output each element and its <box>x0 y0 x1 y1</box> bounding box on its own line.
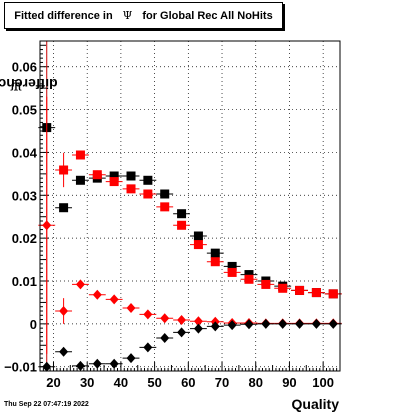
data-point-diamond <box>311 318 321 329</box>
y-tick-label: 0.02 <box>12 231 37 246</box>
x-tick-label: 100 <box>312 375 334 390</box>
data-point-square <box>160 189 170 199</box>
data-point-square <box>59 203 69 213</box>
y-tick-label: 0.03 <box>12 188 37 203</box>
chart-title-symbol: Ψ <box>122 9 133 22</box>
x-axis-title: Quality <box>291 396 339 412</box>
data-point-diamond <box>244 319 254 330</box>
chart-title-prefix: Fitted difference in <box>14 9 113 22</box>
data-point-square <box>210 257 220 267</box>
data-point-square <box>328 289 338 299</box>
data-point-diamond <box>59 306 69 316</box>
data-point-square <box>311 288 321 298</box>
data-point-diamond <box>126 303 136 313</box>
y-tick-label: 0.06 <box>12 60 37 75</box>
data-point-square <box>278 283 288 293</box>
data-point-diamond <box>160 333 170 343</box>
data-point-diamond <box>109 358 119 369</box>
data-point-diamond <box>109 294 119 305</box>
y-tick-label: 0.05 <box>12 103 37 118</box>
y-tick-label: −0.01 <box>4 360 37 375</box>
data-point-square <box>143 175 153 185</box>
data-point-diamond <box>193 316 203 327</box>
data-point-diamond <box>210 321 220 332</box>
data-point-diamond <box>261 318 271 329</box>
data-point-square <box>244 274 254 284</box>
data-point-square <box>109 171 119 181</box>
data-point-square <box>261 279 271 289</box>
x-tick-label: 50 <box>147 375 161 390</box>
x-tick-label: 30 <box>80 375 94 390</box>
x-tick-label: 90 <box>282 375 296 390</box>
y-tick-label: 0 <box>30 317 37 332</box>
data-point-diamond <box>92 358 102 369</box>
x-tick-label: 40 <box>114 375 128 390</box>
data-point-square <box>126 171 136 181</box>
plot-frame <box>39 40 341 372</box>
data-point-diamond <box>42 361 52 372</box>
chart-title: Fitted difference in Ψ for Global Rec Al… <box>4 2 283 29</box>
data-point-square <box>295 285 305 295</box>
x-tick-label: 20 <box>46 375 60 390</box>
data-point-square <box>75 175 85 185</box>
data-point-square <box>177 209 187 219</box>
data-point-diamond <box>126 353 136 364</box>
data-point-diamond <box>160 313 170 324</box>
data-point-square <box>177 220 187 230</box>
data-point-diamond <box>92 289 102 300</box>
timestamp: Thu Sep 22 07:47:19 2022 <box>4 401 89 408</box>
x-tick-label: 60 <box>181 375 195 390</box>
data-point-square <box>92 170 102 180</box>
data-point-diamond <box>193 323 203 334</box>
data-point-square <box>143 189 153 199</box>
data-points <box>38 41 342 372</box>
data-point-diamond <box>143 309 153 320</box>
x-tick-label: 70 <box>215 375 229 390</box>
data-point-square <box>244 270 254 280</box>
data-point-diamond <box>59 346 69 357</box>
data-point-square <box>227 261 237 271</box>
y-tick-label: 0.01 <box>12 274 37 289</box>
data-point-square <box>193 231 203 241</box>
data-point-diamond <box>75 360 85 371</box>
y-axis-title-symbol: Ψ <box>9 76 23 92</box>
data-point-square <box>109 177 119 187</box>
data-point-square <box>227 267 237 277</box>
y-tick-label: 0.04 <box>12 145 38 160</box>
data-point-diamond <box>75 279 85 290</box>
data-point-square <box>126 184 136 194</box>
data-point-square <box>193 240 203 250</box>
data-point-square <box>160 202 170 212</box>
y-axis-title-text: difference in <box>0 76 58 92</box>
data-point-diamond <box>227 320 237 331</box>
chart-title-suffix: for Global Rec All NoHits <box>142 9 273 22</box>
data-point-diamond <box>42 220 52 231</box>
data-point-diamond <box>177 315 187 325</box>
data-point-diamond <box>328 318 338 329</box>
data-point-diamond <box>278 318 288 329</box>
x-tick-label: 80 <box>248 375 262 390</box>
data-point-diamond <box>295 318 305 329</box>
data-point-square <box>59 165 69 175</box>
data-point-diamond <box>177 327 187 338</box>
data-point-diamond <box>143 342 153 353</box>
data-point-square <box>75 150 85 160</box>
data-point-square <box>210 248 220 258</box>
